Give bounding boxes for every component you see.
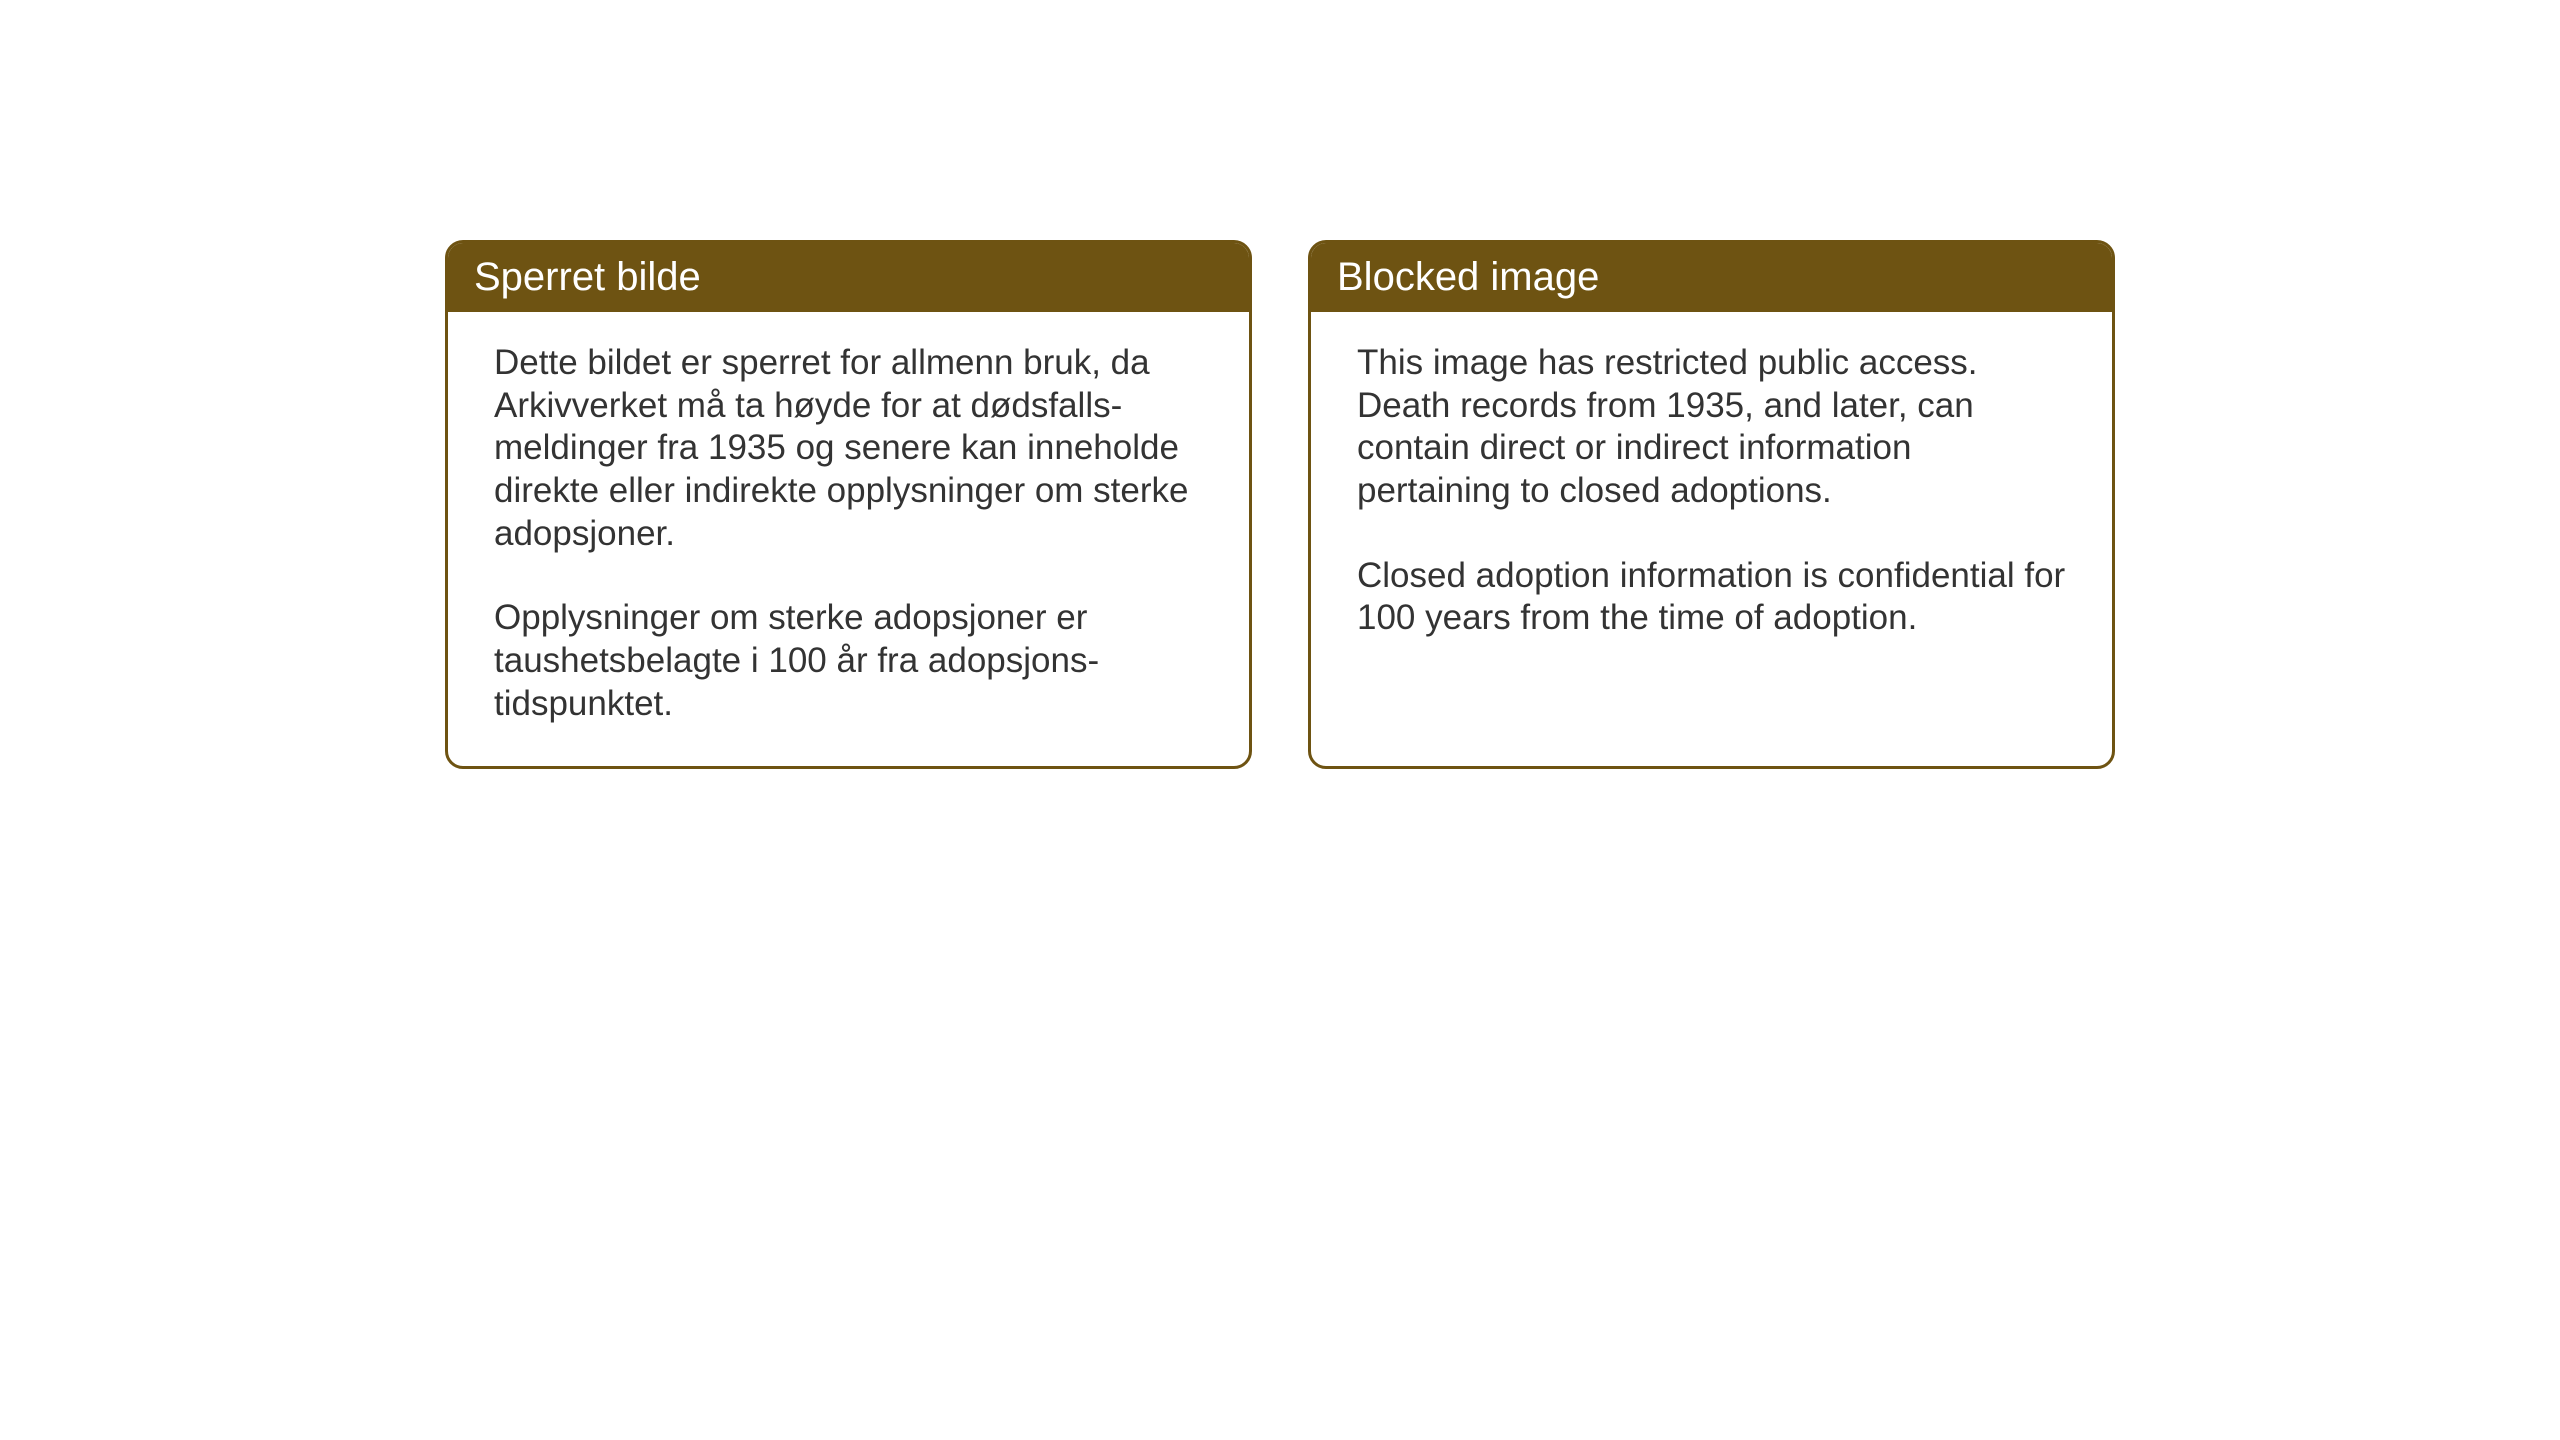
card-header-norwegian: Sperret bilde bbox=[448, 243, 1249, 312]
card-body-english: This image has restricted public access.… bbox=[1311, 312, 2112, 742]
card-paragraph-1-norwegian: Dette bildet er sperret for allmenn bruk… bbox=[494, 342, 1203, 555]
card-paragraph-2-norwegian: Opplysninger om sterke adopsjoner er tau… bbox=[494, 597, 1203, 725]
card-title-norwegian: Sperret bilde bbox=[474, 255, 701, 299]
card-paragraph-1-english: This image has restricted public access.… bbox=[1357, 342, 2066, 513]
card-paragraph-2-english: Closed adoption information is confident… bbox=[1357, 555, 2066, 640]
card-title-english: Blocked image bbox=[1337, 255, 1599, 299]
card-body-norwegian: Dette bildet er sperret for allmenn bruk… bbox=[448, 312, 1249, 766]
notice-container: Sperret bilde Dette bildet er sperret fo… bbox=[445, 240, 2115, 769]
notice-card-english: Blocked image This image has restricted … bbox=[1308, 240, 2115, 769]
card-header-english: Blocked image bbox=[1311, 243, 2112, 312]
notice-card-norwegian: Sperret bilde Dette bildet er sperret fo… bbox=[445, 240, 1252, 769]
